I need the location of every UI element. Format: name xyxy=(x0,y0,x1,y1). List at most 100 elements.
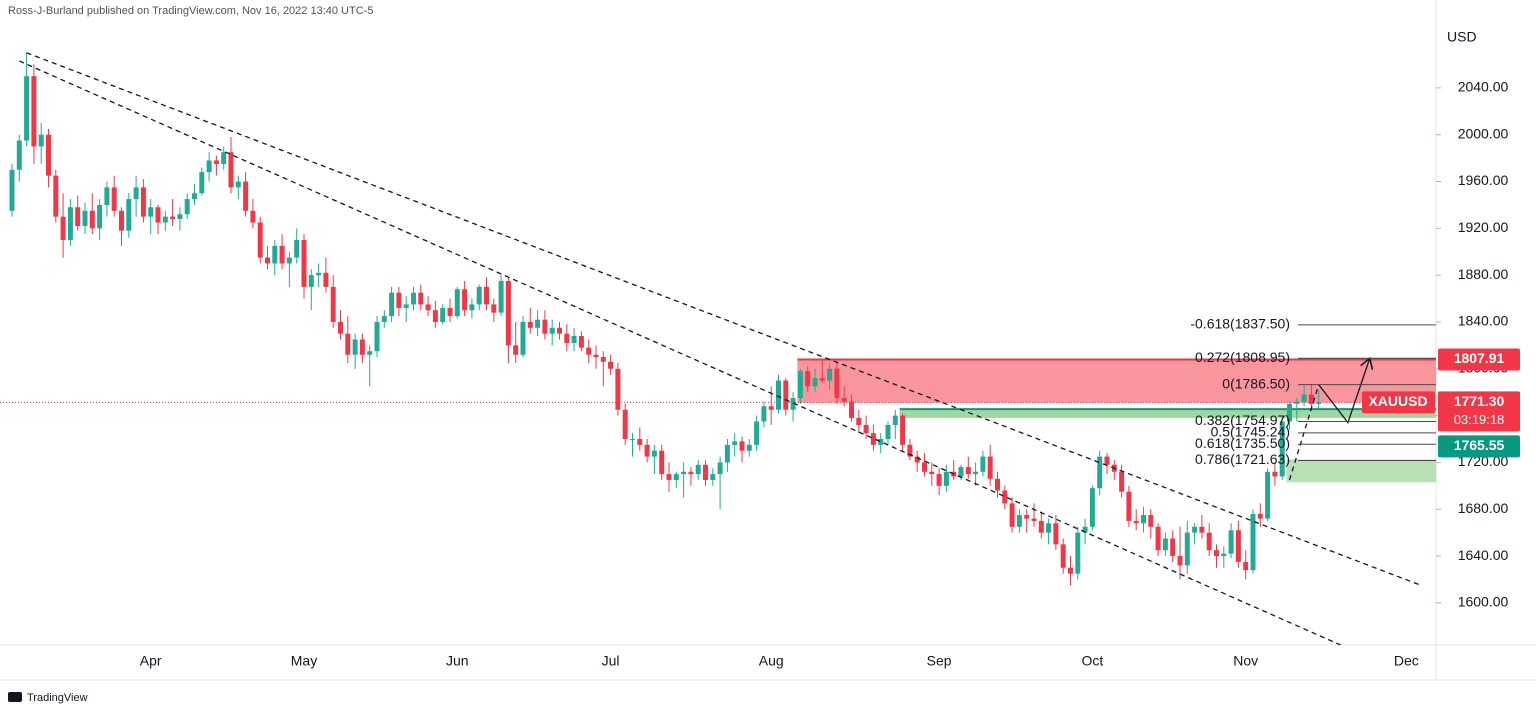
candle-body xyxy=(476,286,482,305)
candle-body xyxy=(1024,515,1030,519)
candle-body xyxy=(1009,503,1015,527)
last-price-tag xyxy=(1438,391,1520,432)
candle-body xyxy=(1097,456,1103,489)
candle-body xyxy=(892,415,898,425)
candle-body xyxy=(936,474,942,486)
candle-body xyxy=(1060,544,1066,568)
candle-body xyxy=(389,292,395,317)
candle-body xyxy=(206,160,212,173)
candle-body xyxy=(578,336,584,348)
candle-body xyxy=(827,368,833,381)
candle-body xyxy=(513,345,519,355)
resistance-tag-label: 1807.91 xyxy=(1454,350,1505,366)
candle-body xyxy=(1243,561,1249,571)
candle-body xyxy=(914,456,920,463)
candle-body xyxy=(1104,456,1110,465)
candle-body xyxy=(345,333,351,355)
candle-body xyxy=(155,207,161,223)
y-tick-label: 2000.00 xyxy=(1458,125,1509,141)
candle-body xyxy=(1235,530,1241,562)
fib-label: 0(1786.50) xyxy=(1222,375,1290,391)
candle-body xyxy=(681,471,687,475)
candle-body xyxy=(126,199,132,231)
candle-body xyxy=(1287,403,1292,422)
candle-body xyxy=(1294,401,1300,404)
fib-label: 0.272(1808.95) xyxy=(1195,349,1290,365)
candle-body xyxy=(1016,515,1022,527)
candle-body xyxy=(856,417,862,425)
candle-body xyxy=(797,371,803,399)
candle-body xyxy=(119,210,124,231)
candle-body xyxy=(221,152,227,164)
candle-body xyxy=(535,319,541,328)
candle-body xyxy=(323,272,329,287)
candle-body xyxy=(754,421,760,445)
candle-body xyxy=(272,245,278,264)
candle-body xyxy=(425,304,431,311)
candle-body xyxy=(717,462,723,475)
candle-body xyxy=(243,181,249,211)
candle-body xyxy=(31,76,37,147)
candle-body xyxy=(1031,518,1037,521)
candle-body xyxy=(75,207,81,226)
fib-label: 0.5(1745.24) xyxy=(1211,424,1290,440)
candle-body xyxy=(1082,526,1088,533)
currency-label: USD xyxy=(1447,29,1477,45)
candle-body xyxy=(491,304,497,313)
zone xyxy=(797,359,1436,403)
candle-body xyxy=(1170,538,1176,557)
candle-body xyxy=(600,357,606,362)
candle-body xyxy=(53,175,59,217)
candle-body xyxy=(462,289,468,311)
x-tick-label: Aug xyxy=(759,653,784,669)
candle-body xyxy=(505,281,511,346)
x-tick-label: Nov xyxy=(1233,653,1258,669)
candle-body xyxy=(571,336,577,344)
candle-body xyxy=(1301,394,1307,402)
candle-body xyxy=(82,210,88,226)
candle-body xyxy=(162,216,168,223)
candle-body xyxy=(192,193,197,200)
candle-body xyxy=(1038,520,1044,533)
y-tick-label: 1680.00 xyxy=(1458,500,1509,516)
x-tick-label: May xyxy=(291,653,317,669)
candle-body xyxy=(564,333,570,344)
candle-body xyxy=(381,316,387,322)
candle-body xyxy=(1177,556,1183,566)
candle-body xyxy=(316,272,322,276)
candle-body xyxy=(1221,553,1227,557)
candle-body xyxy=(929,471,935,475)
candle-body xyxy=(1126,491,1132,521)
candle-body xyxy=(695,464,701,475)
candle-body xyxy=(279,245,285,264)
candle-body xyxy=(1068,567,1073,574)
candle-body xyxy=(1308,394,1314,404)
candle-body xyxy=(140,187,146,217)
candle-body xyxy=(1046,523,1052,533)
candle-body xyxy=(286,257,292,264)
y-tick-label: 1840.00 xyxy=(1458,313,1509,329)
candle-body xyxy=(710,474,716,480)
x-tick-label: Oct xyxy=(1082,653,1104,669)
candle-body xyxy=(1228,530,1234,554)
fib-label: -0.618(1837.50) xyxy=(1190,316,1290,332)
candle-body xyxy=(484,286,489,305)
candle-body xyxy=(863,424,869,434)
candle-body xyxy=(199,172,205,194)
support-tag xyxy=(1438,435,1520,458)
candle-body xyxy=(1265,471,1271,519)
countdown-label: 03:19:18 xyxy=(1454,412,1505,427)
candle-body xyxy=(432,310,438,322)
candle-body xyxy=(980,456,986,472)
candle-body xyxy=(235,181,241,188)
candle-body xyxy=(637,439,643,445)
fib-label: 0.618(1735.50) xyxy=(1195,435,1290,451)
candle-body xyxy=(1119,471,1125,492)
candle-body xyxy=(834,368,840,399)
candle-body xyxy=(359,339,365,355)
candle-body xyxy=(739,441,745,451)
candle-body xyxy=(651,450,657,457)
candle-body xyxy=(849,401,854,418)
